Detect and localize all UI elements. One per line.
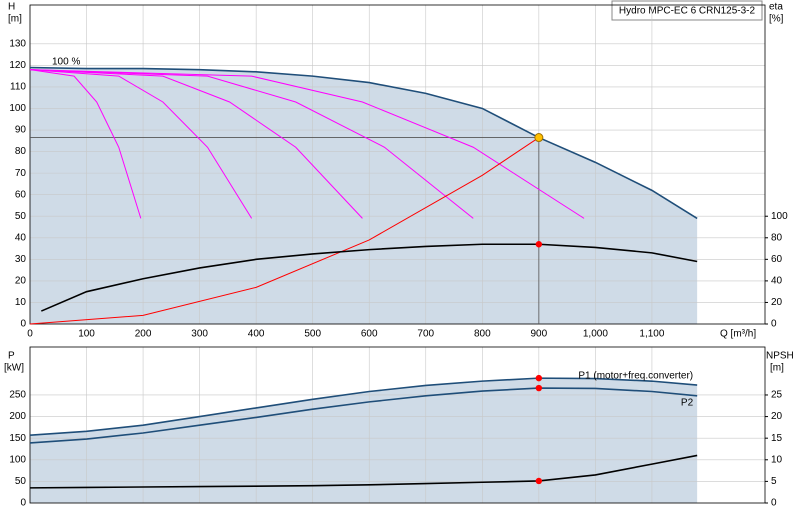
curve bbox=[29, 69, 474, 219]
y-tick-label: 10 bbox=[15, 297, 27, 308]
y2-label: NPSH bbox=[766, 351, 794, 362]
y-tick-label: 80 bbox=[15, 146, 27, 157]
x-tick-label: 1,000 bbox=[583, 329, 608, 340]
y-unit: [m] bbox=[8, 14, 22, 25]
y2-tick-label: 40 bbox=[771, 276, 783, 287]
y2-tick-label: 20 bbox=[771, 297, 783, 308]
y2-tick-label: 0 bbox=[771, 498, 777, 509]
x-tick-label: 1,100 bbox=[639, 329, 664, 340]
y2-unit: [%] bbox=[769, 14, 784, 25]
series-label: P1 (motor+freq.converter) bbox=[578, 371, 693, 382]
x-tick-label: 900 bbox=[531, 329, 548, 340]
area-fill bbox=[30, 67, 698, 324]
x-tick-label: 700 bbox=[417, 329, 434, 340]
duty-point bbox=[534, 133, 544, 143]
y-tick-label: 0 bbox=[20, 319, 26, 330]
plot-frame bbox=[29, 4, 766, 325]
curve bbox=[40, 243, 698, 312]
point-marker bbox=[535, 374, 543, 382]
y-tick-label: 250 bbox=[9, 390, 26, 401]
y-unit: [kW] bbox=[4, 363, 24, 374]
series-label: P2 bbox=[681, 397, 694, 408]
y-tick-label: 100 bbox=[9, 454, 26, 465]
x-tick-label: 200 bbox=[135, 329, 152, 340]
chart-title: Hydro MPC-EC 6 CRN125-3-2 bbox=[619, 6, 756, 17]
y-tick-label: 0 bbox=[20, 498, 26, 509]
y-label: H bbox=[8, 2, 15, 13]
curve bbox=[29, 69, 253, 219]
y-tick-label: 50 bbox=[15, 211, 27, 222]
y-tick-label: 50 bbox=[15, 476, 27, 487]
y-tick-label: 40 bbox=[15, 232, 27, 243]
y2-tick-label: 100 bbox=[771, 211, 788, 222]
curve bbox=[29, 387, 698, 444]
plot-frame bbox=[29, 346, 766, 504]
y-tick-label: 110 bbox=[10, 82, 26, 93]
y2-tick-label: 80 bbox=[771, 232, 783, 243]
point-marker bbox=[535, 477, 543, 485]
y2-tick-label: 60 bbox=[771, 254, 783, 265]
x-tick-label: 0 bbox=[27, 329, 33, 340]
curve bbox=[29, 69, 142, 219]
y-tick-label: 130 bbox=[9, 38, 26, 49]
x-tick-label: 400 bbox=[248, 329, 265, 340]
y-tick-label: 70 bbox=[15, 168, 27, 179]
y-tick-label: 120 bbox=[9, 60, 26, 71]
y2-tick-label: 20 bbox=[771, 411, 783, 422]
y2-tick-label: 25 bbox=[771, 390, 783, 401]
y2-unit: [m] bbox=[770, 363, 784, 374]
x-tick-label: 100 bbox=[78, 329, 95, 340]
curve bbox=[29, 66, 698, 220]
curve bbox=[29, 69, 585, 219]
title-box bbox=[611, 0, 763, 21]
y-tick-label: 100 bbox=[9, 103, 26, 114]
y2-tick-label: 0 bbox=[771, 319, 777, 330]
y-tick-label: 20 bbox=[15, 276, 27, 287]
x-tick-label: 800 bbox=[474, 329, 491, 340]
point-marker bbox=[535, 384, 543, 392]
y-tick-label: 200 bbox=[9, 411, 26, 422]
x-tick-label: 500 bbox=[304, 329, 321, 340]
annotation: 100 % bbox=[52, 57, 80, 68]
y2-tick-label: 5 bbox=[771, 476, 777, 487]
curve bbox=[29, 137, 540, 325]
x-label: Q [m³/h] bbox=[720, 329, 756, 340]
y2-tick-label: 10 bbox=[771, 454, 783, 465]
y2-label: eta bbox=[769, 2, 783, 13]
y2-tick-label: 15 bbox=[771, 433, 783, 444]
y-label: P bbox=[8, 351, 15, 362]
y-tick-label: 60 bbox=[15, 189, 27, 200]
y-tick-label: 150 bbox=[9, 433, 26, 444]
curve bbox=[29, 69, 363, 219]
point-marker bbox=[535, 241, 543, 248]
x-tick-label: 600 bbox=[361, 329, 378, 340]
y-tick-label: 30 bbox=[15, 254, 27, 265]
area-fill bbox=[30, 378, 698, 503]
curve bbox=[29, 377, 698, 436]
y-tick-label: 90 bbox=[15, 125, 27, 136]
x-tick-label: 300 bbox=[191, 329, 208, 340]
curve bbox=[29, 454, 698, 489]
